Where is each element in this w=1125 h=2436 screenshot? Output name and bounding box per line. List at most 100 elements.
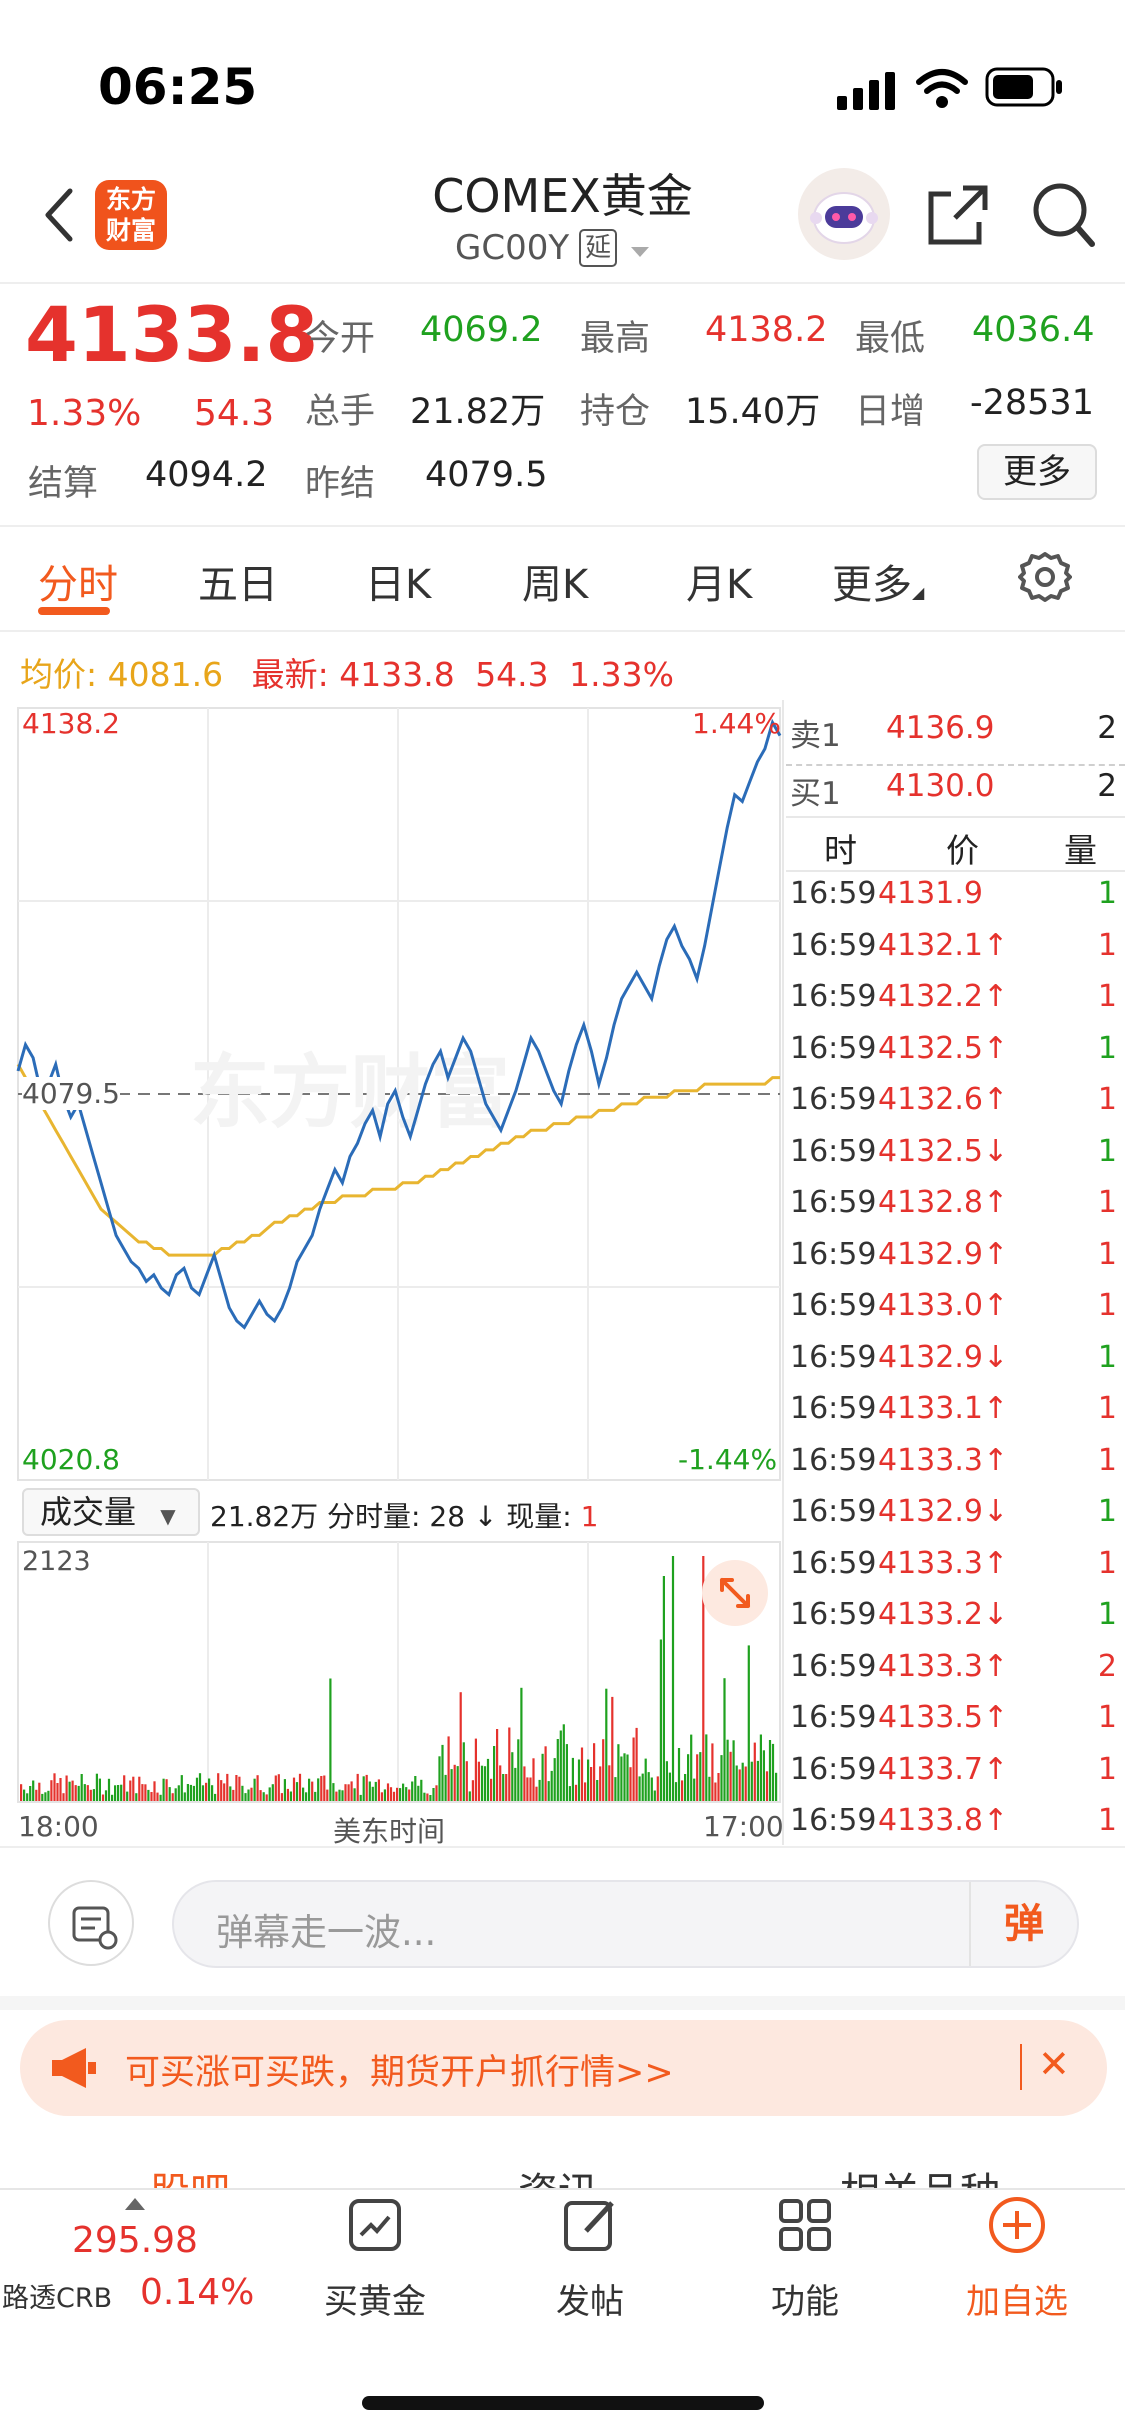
tick-time: 16:59 [790,1442,877,1478]
tick-qty: 1 [1097,1236,1117,1272]
tick-time: 16:59 [790,1185,877,1220]
volume-bar [408,1789,411,1801]
tick-price: 4133.3↑ [878,1442,1009,1478]
nav-buy-gold[interactable]: 买黄金 [305,2195,445,2323]
tick-row: 16:59 4132.2↑ 1 [786,979,1125,1030]
volume-bar [311,1781,314,1801]
daily-inc-label: 日增 [855,392,926,432]
settings-gear-icon[interactable] [1018,550,1072,608]
volume-bar [726,1739,729,1801]
tab-five-day[interactable]: 五日 [198,562,278,608]
tab-guba[interactable]: 股吧 [150,2160,230,2190]
tick-qty: 1 [1097,1391,1117,1426]
contract-code[interactable]: GC00Y 延 [455,228,651,268]
volume-bar [529,1777,532,1801]
volume-bar [562,1724,565,1801]
tick-qty: 1 [1097,1494,1117,1529]
more-quote-button[interactable]: 更多 [977,444,1097,500]
volume-bar [156,1792,159,1801]
chart-legend: 均价: 4081.6 最新: 4133.8 54.3 1.33% [20,648,674,696]
volume-bar [280,1793,283,1801]
tick-time: 16:59 [790,1751,877,1787]
volume-bar [259,1790,262,1801]
volume-bar [438,1756,441,1801]
tab-weekly-k[interactable]: 周K [522,562,589,608]
volume-bar [435,1785,438,1801]
tab-intraday[interactable]: 分时 [38,562,118,608]
volume-bar [505,1774,508,1801]
volume-bar [120,1784,123,1801]
barrage-input[interactable]: 弹幕走一波... 弹 [172,1880,1079,1968]
volume-bar [365,1774,368,1801]
volume-bar [514,1767,517,1801]
volume-bar [593,1743,596,1801]
tick-row: 16:59 4132.6↑ 1 [786,1082,1125,1133]
volume-bar [341,1790,344,1801]
tick-time: 16:59 [790,1648,877,1684]
tick-price: 4132.1↑ [878,927,1009,963]
close-icon[interactable]: ✕ [1038,2042,1070,2086]
robot-assistant-icon[interactable] [798,168,890,260]
volume-bar [459,1692,462,1801]
barrage-send-button[interactable]: 弹 [969,1882,1077,1966]
volume-bar [271,1784,274,1801]
volume-bar [565,1744,568,1801]
tab-more[interactable]: 更多◢ [832,562,925,608]
tick-time: 16:59 [790,1236,877,1272]
tick-time: 16:59 [790,927,877,963]
tick-time: 16:59 [790,1288,877,1323]
volume-bar [623,1753,626,1801]
expand-chart-button[interactable] [702,1560,768,1626]
tick-qty: 1 [1097,1082,1117,1117]
nav-post[interactable]: 发帖 [520,2195,660,2323]
volume-bar [286,1788,289,1801]
tick-price: 4132.9↓ [878,1494,1009,1529]
barrage-settings-button[interactable] [48,1880,134,1966]
search-icon[interactable] [1030,180,1096,254]
back-button[interactable] [38,185,78,249]
volume-bar [147,1789,150,1801]
nav-add-watchlist[interactable]: 加自选 [947,2195,1087,2323]
volume-chart[interactable] [0,1540,786,1805]
share-icon[interactable] [925,182,991,252]
volume-bar [444,1774,447,1801]
avg-price-line [16,1063,780,1257]
index-ticker[interactable]: 295.98 路透CRB 0.14% [0,2198,270,2318]
volume-bar [650,1777,653,1801]
oi-value: 15.40万 [685,392,821,432]
volume-bar [690,1734,693,1801]
volume-bar [711,1743,714,1801]
time-start-label: 18:00 [18,1810,99,1843]
open-value: 4069.2 [420,310,543,350]
tick-row: 16:59 4132.1↑ 1 [786,928,1125,979]
volume-bar [396,1787,399,1801]
volume-bar [350,1781,353,1801]
tab-news[interactable]: 资讯 [518,2160,598,2190]
volume-selector[interactable]: 成交量 ▼ [22,1488,200,1536]
tab-monthly-k[interactable]: 月K [686,562,753,608]
volume-bar [511,1752,514,1801]
volume-bar [50,1780,53,1801]
promo-banner[interactable]: 可买涨可买跌，期货开户抓行情>> ✕ [20,2020,1107,2116]
tab-related[interactable]: 相关品种 [840,2160,1000,2190]
volume-bar [759,1734,762,1801]
tick-qty: 1 [1097,1339,1117,1375]
nav-functions[interactable]: 功能 [735,2195,875,2323]
volume-bar [317,1778,320,1801]
triangle-icon: ◢ [912,583,925,602]
volume-bar [502,1774,505,1801]
tick-qty: 1 [1097,979,1117,1014]
intraday-price-chart[interactable]: 东方财富 [0,700,786,1500]
volume-bar [23,1789,26,1801]
tick-price: 4133.1↑ [878,1391,1009,1426]
low-value: 4036.4 [972,310,1095,350]
volume-bar [429,1795,432,1801]
tick-row: 16:59 4132.8↑ 1 [786,1185,1125,1236]
volume-bar [380,1792,383,1801]
tab-daily-k[interactable]: 日K [365,562,432,608]
volume-bar [714,1782,717,1801]
tick-time: 16:59 [790,1494,877,1529]
time-zone-label: 美东时间 [333,1815,446,1848]
volume-bar [541,1753,544,1801]
volume-bar [550,1770,553,1801]
